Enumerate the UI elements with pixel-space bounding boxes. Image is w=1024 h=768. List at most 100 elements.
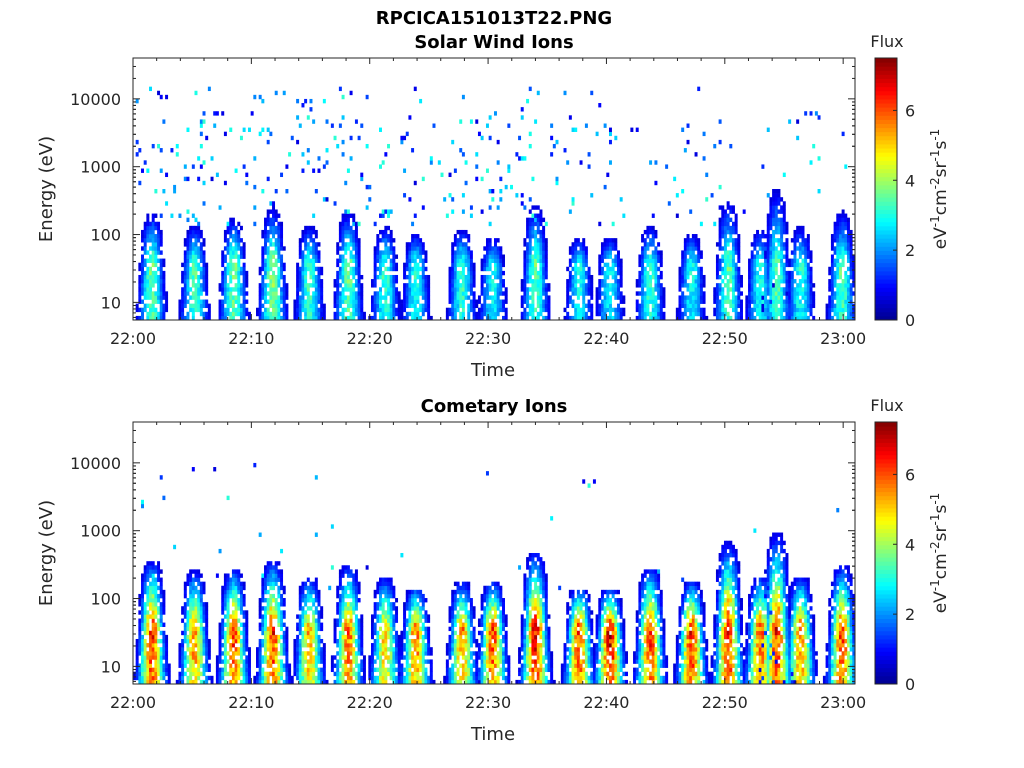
spectrogram-cell — [189, 573, 193, 578]
spectrogram-cell — [146, 626, 150, 632]
spectrogram-cell — [782, 262, 786, 268]
spectrogram-cell — [186, 581, 190, 587]
spectrogram-cell — [405, 250, 409, 255]
spectrogram-cell — [702, 283, 706, 288]
spectrogram-cell — [349, 229, 353, 235]
spectrogram-cell — [681, 279, 685, 284]
spectrogram-cell — [280, 287, 284, 292]
spectrogram-cell — [403, 307, 407, 313]
spectrogram-cell — [833, 283, 837, 288]
spectrogram-cell — [242, 647, 246, 652]
spectrogram-cell — [499, 279, 503, 284]
spectrogram-cell — [432, 123, 436, 128]
spectrogram-cell — [349, 90, 353, 96]
spectrogram-cell — [186, 618, 190, 623]
spectrogram-cell — [582, 311, 586, 317]
spectrogram-cell — [705, 197, 709, 202]
spectrogram-cell — [464, 283, 468, 288]
spectrogram-cell — [713, 287, 717, 292]
spectrogram-cell — [809, 111, 813, 116]
spectrogram-cell — [387, 311, 391, 317]
spectrogram-cell — [234, 225, 238, 231]
spectrogram-cell — [828, 270, 832, 276]
spectrogram-cell — [611, 274, 615, 280]
spectrogram-cell — [796, 270, 800, 276]
spectrogram-cell — [258, 606, 262, 611]
spectrogram-cell — [239, 622, 243, 627]
spectrogram-cell — [269, 283, 273, 288]
spectrogram-cell — [392, 250, 396, 255]
spectrogram-cell — [606, 287, 610, 292]
spectrogram-cell — [229, 679, 233, 685]
spectrogram-cell — [138, 291, 142, 296]
spectrogram-cell — [515, 193, 519, 198]
spectrogram-cell — [550, 152, 554, 157]
spectrogram-cell — [191, 229, 195, 235]
spectrogram-cell — [181, 295, 185, 300]
spectrogram-cell — [231, 225, 235, 231]
spectrogram-cell — [247, 671, 251, 677]
spectrogram-cell — [715, 242, 719, 247]
spectrogram-cell — [574, 287, 578, 292]
spectrogram-cell — [314, 283, 318, 288]
spectrogram-cell — [314, 234, 318, 239]
spectrogram-cell — [769, 221, 773, 227]
spectrogram-cell — [389, 299, 393, 304]
spectrogram-cell — [269, 201, 273, 206]
spectrogram-cell — [595, 303, 599, 309]
spectrogram-cell — [571, 315, 575, 321]
spectrogram-cell — [641, 234, 645, 239]
spectrogram-cell — [477, 315, 481, 321]
spectrogram-cell — [376, 295, 380, 300]
spectrogram-cell — [376, 250, 380, 255]
spectrogram-cell — [231, 593, 235, 599]
spectrogram-cell — [143, 622, 147, 627]
spectrogram-cell — [408, 258, 412, 263]
spectrogram-cell — [737, 287, 741, 292]
spectrogram-cell — [149, 270, 153, 276]
spectrogram-cell — [183, 270, 187, 276]
spectrogram-cell — [534, 287, 538, 292]
spectrogram-cell — [202, 585, 206, 591]
spectrogram-cell — [194, 679, 198, 685]
spectrogram-cell — [766, 127, 770, 132]
spectrogram-cell — [149, 86, 153, 92]
spectrogram-cell — [194, 299, 198, 304]
spectrogram-cell — [542, 258, 546, 263]
spectrogram-cell — [258, 671, 262, 677]
spectrogram-cell — [296, 291, 300, 296]
spectrogram-cell — [681, 254, 685, 259]
spectrogram-cell — [296, 295, 300, 300]
spectrogram-cell — [239, 667, 243, 673]
spectrogram-cell — [502, 291, 505, 296]
spectrogram-cell — [491, 270, 495, 276]
spectrogram-cell — [780, 303, 784, 309]
spectrogram-cell — [459, 287, 463, 292]
spectrogram-cell — [641, 262, 645, 268]
spectrogram-cell — [229, 303, 233, 309]
spectrogram-cell — [718, 246, 722, 251]
spectrogram-cell — [798, 270, 802, 276]
spectrogram-cell — [149, 643, 153, 648]
spectrogram-cell — [416, 250, 420, 255]
spectrogram-cell — [352, 287, 356, 292]
x-tick-label: 22:20 — [347, 329, 393, 348]
spectrogram-cell — [264, 229, 267, 235]
spectrogram-cell — [413, 234, 417, 239]
spectrogram-cell — [469, 299, 473, 304]
spectrogram-cell — [151, 217, 155, 223]
spectrogram-cell — [231, 238, 235, 243]
spectrogram-cell — [146, 663, 150, 668]
spectrogram-cell — [469, 205, 473, 210]
spectrogram-cell — [579, 250, 583, 255]
spectrogram-cell — [643, 274, 647, 280]
spectrogram-cell — [143, 573, 147, 578]
spectrogram-cell — [312, 213, 316, 218]
spectrogram-cell — [403, 274, 407, 280]
spectrogram-cell — [269, 217, 273, 223]
spectrogram-cell — [183, 602, 187, 607]
spectrogram-cell — [448, 283, 452, 288]
spectrogram-cell — [258, 647, 262, 652]
spectrogram-cell — [296, 283, 300, 288]
spectrogram-cell — [218, 679, 222, 685]
